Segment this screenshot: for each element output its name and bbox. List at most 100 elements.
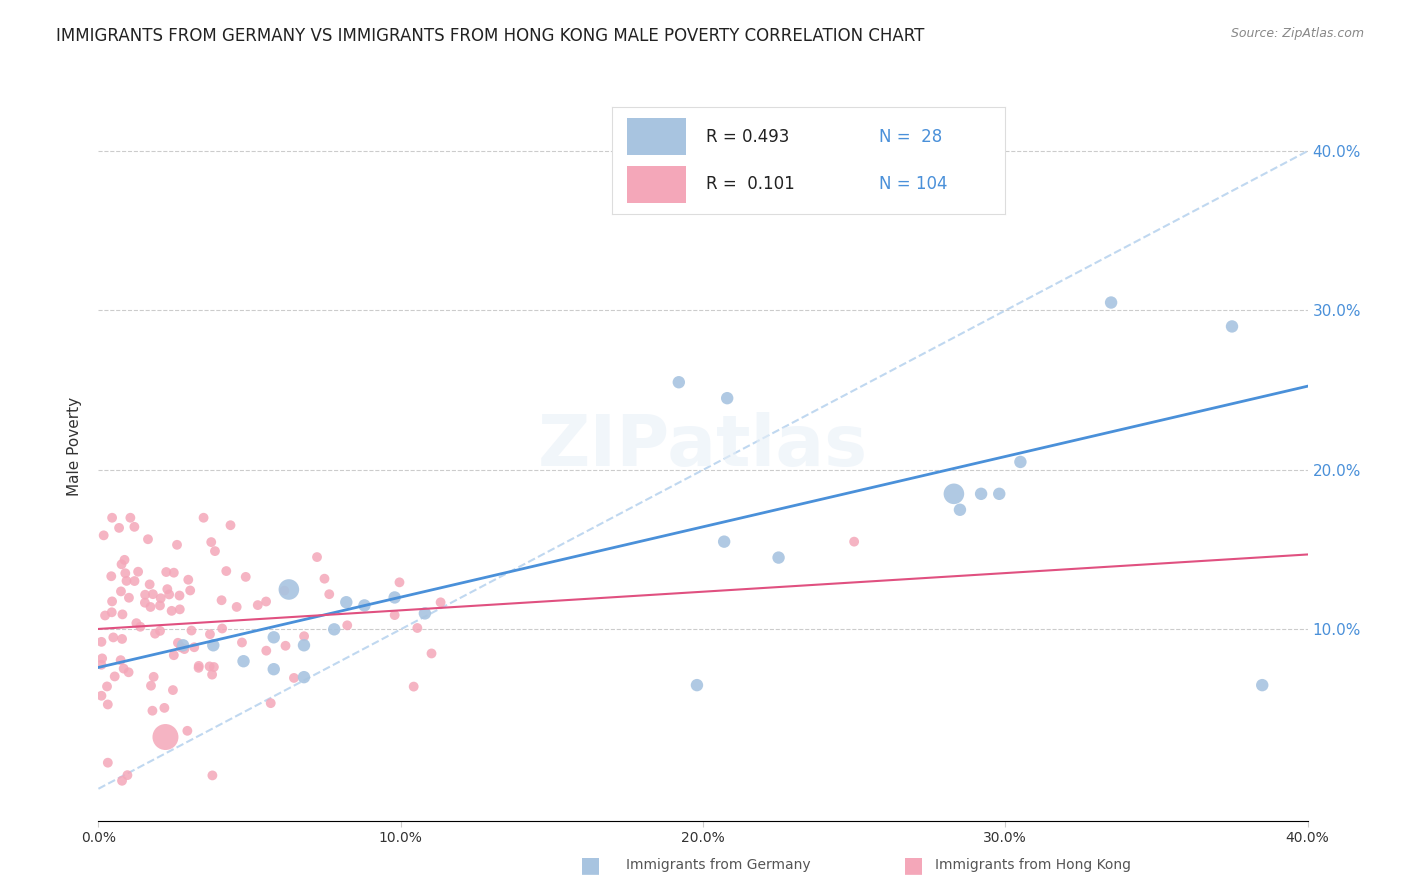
Point: [263, 630, 285, 644]
Point: [149, 624, 172, 638]
Point: [219, 518, 242, 533]
Point: [173, 642, 195, 657]
Point: [111, 607, 134, 622]
Point: [163, 566, 186, 580]
Point: [110, 584, 132, 599]
Point: [163, 648, 186, 663]
Point: [97, 698, 120, 712]
Point: [160, 604, 183, 618]
Point: [768, 550, 790, 565]
Point: [114, 553, 136, 567]
Point: [211, 622, 233, 636]
Point: [112, 662, 135, 676]
Point: [292, 629, 315, 643]
Point: [314, 572, 336, 586]
Point: [139, 599, 162, 614]
Point: [274, 639, 297, 653]
Point: [139, 679, 162, 693]
Point: [260, 696, 283, 710]
Text: Source: ZipAtlas.com: Source: ZipAtlas.com: [1230, 27, 1364, 40]
Point: [156, 582, 179, 596]
Point: [117, 665, 139, 680]
Point: [100, 569, 122, 583]
Point: [115, 574, 138, 588]
Point: [176, 723, 198, 738]
Point: [406, 621, 429, 635]
Point: [413, 607, 436, 621]
Point: [101, 594, 124, 608]
Point: [384, 591, 406, 605]
Point: [143, 626, 166, 640]
Text: ZIPatlas: ZIPatlas: [538, 411, 868, 481]
Point: [103, 631, 125, 645]
Point: [90, 689, 112, 703]
Point: [124, 520, 146, 534]
Point: [1251, 678, 1274, 692]
Point: [183, 640, 205, 655]
Text: IMMIGRANTS FROM GERMANY VS IMMIGRANTS FROM HONG KONG MALE POVERTY CORRELATION CH: IMMIGRANTS FROM GERMANY VS IMMIGRANTS FR…: [56, 27, 925, 45]
Point: [180, 624, 202, 638]
Point: [1099, 295, 1122, 310]
Point: [110, 653, 132, 667]
Point: [134, 596, 156, 610]
Point: [713, 534, 735, 549]
Point: [202, 638, 225, 652]
Point: [136, 533, 159, 547]
Text: N = 104: N = 104: [879, 175, 948, 193]
Point: [169, 602, 191, 616]
Point: [686, 678, 709, 692]
Point: [90, 657, 112, 672]
Point: [263, 662, 285, 676]
Point: [844, 534, 866, 549]
Point: [90, 635, 112, 649]
Point: [124, 574, 146, 588]
Point: [232, 654, 254, 668]
Point: [292, 670, 315, 684]
Point: [101, 510, 124, 524]
Point: [172, 638, 194, 652]
Point: [170, 640, 193, 655]
Point: [149, 599, 172, 613]
Point: [96, 680, 118, 694]
Point: [225, 599, 247, 614]
Point: [111, 773, 134, 788]
Point: [167, 636, 190, 650]
Point: [420, 647, 443, 661]
Point: [668, 376, 690, 390]
Point: [388, 575, 411, 590]
Text: N =  28: N = 28: [879, 128, 942, 146]
Point: [318, 587, 340, 601]
Point: [110, 558, 132, 572]
Point: [117, 768, 139, 782]
Point: [970, 487, 993, 501]
Point: [155, 565, 177, 579]
Point: [201, 667, 224, 681]
Point: [429, 595, 451, 609]
Point: [111, 632, 134, 646]
Point: [402, 680, 425, 694]
Text: ■: ■: [904, 855, 924, 875]
Point: [155, 730, 177, 744]
Point: [142, 670, 165, 684]
Point: [1010, 455, 1032, 469]
Point: [868, 120, 890, 135]
Point: [94, 608, 117, 623]
Point: [292, 638, 315, 652]
Point: [149, 591, 172, 606]
Point: [1220, 319, 1243, 334]
Text: Immigrants from Germany: Immigrants from Germany: [626, 858, 810, 872]
Point: [988, 487, 1011, 501]
Point: [198, 659, 221, 673]
Point: [254, 594, 277, 608]
Bar: [627, 166, 686, 203]
Point: [273, 583, 295, 598]
Point: [162, 683, 184, 698]
Point: [187, 658, 209, 673]
Point: [193, 510, 215, 524]
Point: [127, 565, 149, 579]
Point: [198, 627, 221, 641]
Point: [97, 756, 120, 770]
Point: [134, 588, 156, 602]
Point: [91, 651, 114, 665]
Point: [93, 528, 115, 542]
